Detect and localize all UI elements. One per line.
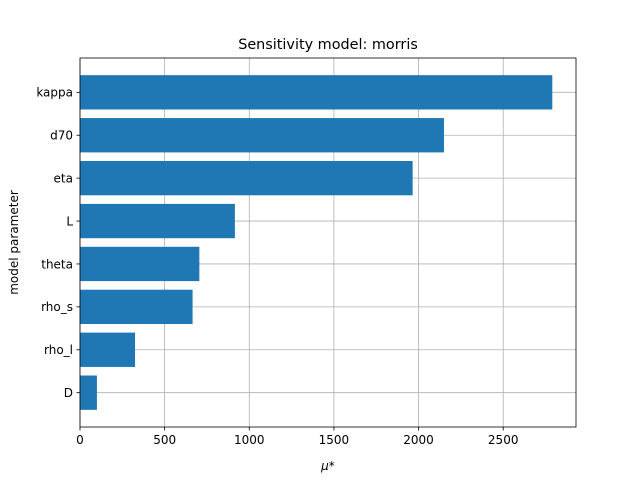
bar-rho-l bbox=[80, 332, 136, 367]
bar-l bbox=[80, 203, 235, 239]
bar-eta bbox=[80, 160, 413, 196]
bar-rho-s bbox=[80, 289, 193, 325]
bar-kappa bbox=[80, 75, 553, 110]
x-tick-label: 1000 bbox=[234, 433, 265, 447]
x-tick-label: 500 bbox=[153, 433, 176, 447]
x-tick-label: 2500 bbox=[488, 433, 519, 447]
y-tick-label: theta bbox=[41, 257, 73, 271]
bar-theta bbox=[80, 246, 200, 282]
y-tick-label: rho_s bbox=[41, 300, 73, 314]
x-tick-label: 0 bbox=[76, 433, 84, 447]
chart-title: Sensitivity model: morris bbox=[238, 37, 418, 53]
bars bbox=[80, 75, 553, 410]
y-tick-label: kappa bbox=[36, 86, 73, 100]
bar-d bbox=[80, 375, 97, 410]
y-tick-label: eta bbox=[54, 171, 73, 185]
y-tick-label: d70 bbox=[50, 129, 73, 143]
y-tick-label: L bbox=[66, 214, 73, 228]
x-tick-label: 2000 bbox=[403, 433, 434, 447]
plot-frame bbox=[79, 57, 577, 428]
y-tick-label: D bbox=[64, 386, 73, 400]
y-tick-label: rho_l bbox=[44, 343, 73, 357]
x-tick-label: 1500 bbox=[319, 433, 350, 447]
x-axis-label: μ* bbox=[320, 459, 335, 473]
bar-d70 bbox=[80, 118, 444, 153]
y-axis-label: model parameter bbox=[7, 190, 21, 295]
